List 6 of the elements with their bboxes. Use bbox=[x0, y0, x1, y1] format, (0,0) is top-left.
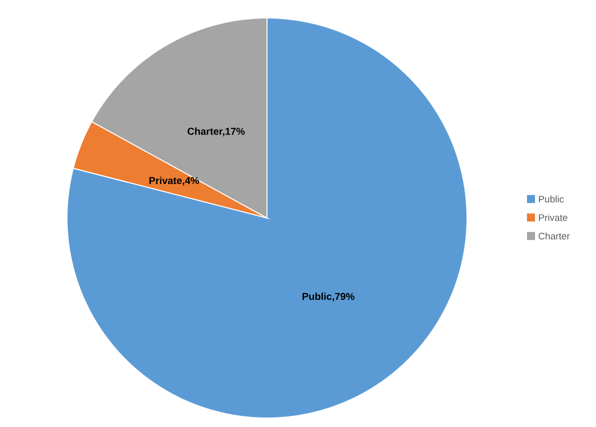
data-label: Public,79% bbox=[302, 292, 354, 302]
data-label: Private,4% bbox=[149, 176, 200, 186]
legend-label: Charter bbox=[538, 232, 570, 240]
data-label: Charter,17% bbox=[188, 128, 245, 136]
legend-label: Public bbox=[538, 196, 564, 202]
legend-label: Private bbox=[538, 214, 568, 221]
